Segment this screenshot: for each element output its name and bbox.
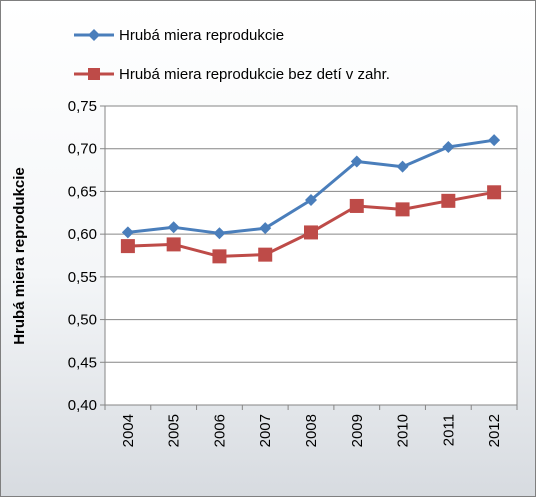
legend-marker-series-2 — [88, 68, 100, 80]
data-point-series-1 — [213, 227, 226, 240]
data-point-series-2 — [441, 193, 456, 208]
data-point-series-2 — [395, 202, 410, 217]
data-point-series-2 — [166, 237, 181, 252]
plot-area — [104, 105, 518, 406]
y-tick-label: 0,65 — [68, 183, 97, 200]
y-axis-title: Hrubá miera reprodukcie — [11, 167, 28, 345]
legend-label-series-1: Hrubá miera reprodukcie — [119, 27, 284, 44]
data-point-series-1 — [350, 155, 363, 168]
y-tick-label: 0,75 — [68, 98, 97, 115]
data-point-series-2 — [304, 225, 318, 240]
x-tick-label: 2004 — [120, 414, 137, 447]
data-point-series-2 — [349, 198, 364, 213]
y-tick-label: 0,45 — [68, 354, 97, 371]
legend-marker-series-1 — [88, 29, 100, 41]
y-tick-label: 0,70 — [68, 141, 97, 158]
data-point-series-1 — [259, 222, 272, 235]
data-point-series-1 — [442, 141, 455, 154]
y-tick-label: 0,50 — [68, 312, 97, 329]
x-tick-label: 2006 — [211, 414, 228, 447]
data-point-series-1 — [305, 193, 317, 206]
data-point-series-1 — [396, 160, 409, 173]
x-tick-label: 2010 — [395, 414, 412, 447]
x-tick-label: 2009 — [349, 414, 366, 447]
data-point-series-2 — [487, 185, 502, 200]
data-point-series-2 — [120, 239, 135, 254]
data-point-series-2 — [258, 247, 273, 262]
data-point-series-1 — [488, 134, 501, 147]
x-tick-label: 2007 — [257, 414, 274, 447]
data-point-series-1 — [167, 221, 180, 234]
y-tick-label: 0,55 — [68, 269, 97, 286]
x-tick-label: 2012 — [486, 414, 503, 447]
data-point-series-1 — [121, 226, 134, 239]
x-tick-label: 2005 — [166, 414, 183, 447]
x-tick-label: 2008 — [303, 414, 320, 447]
x-tick-label: 2011 — [440, 414, 457, 446]
legend-label-series-2: Hrubá miera reprodukcie bez detí v zahr. — [119, 66, 390, 83]
y-tick-label: 0,40 — [68, 397, 97, 414]
data-point-series-2 — [212, 249, 227, 264]
y-tick-label: 0,60 — [68, 226, 97, 243]
